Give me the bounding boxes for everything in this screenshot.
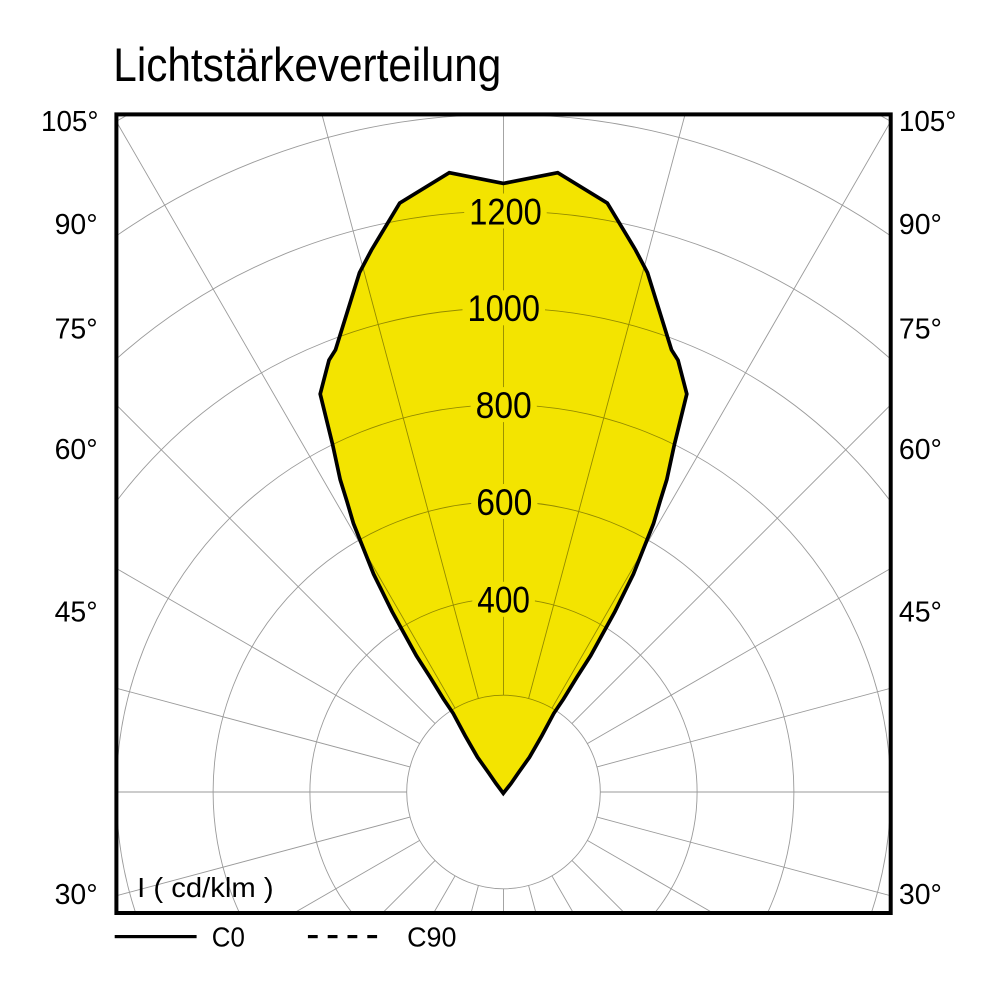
svg-text:60°: 60° (55, 434, 98, 466)
svg-text:C90: C90 (407, 922, 456, 953)
svg-text:90°: 90° (899, 209, 942, 241)
svg-text:C0: C0 (212, 922, 245, 953)
svg-text:60°: 60° (899, 434, 942, 466)
svg-text:75°: 75° (899, 314, 942, 346)
svg-text:I ( cd/klm ): I ( cd/klm ) (137, 872, 273, 903)
svg-text:1200: 1200 (469, 191, 542, 232)
svg-text:75°: 75° (55, 314, 98, 346)
svg-text:105°: 105° (899, 106, 957, 138)
svg-text:30°: 30° (55, 879, 98, 911)
svg-text:45°: 45° (899, 597, 942, 629)
svg-text:800: 800 (476, 385, 532, 426)
svg-text:600: 600 (476, 482, 532, 523)
svg-text:30°: 30° (899, 879, 942, 911)
svg-text:1000: 1000 (468, 288, 541, 329)
svg-text:Lichtstärkeverteilung: Lichtstärkeverteilung (113, 39, 501, 92)
svg-text:90°: 90° (55, 209, 98, 241)
svg-text:400: 400 (477, 580, 530, 621)
svg-text:105°: 105° (41, 106, 99, 138)
svg-text:45°: 45° (55, 597, 98, 629)
